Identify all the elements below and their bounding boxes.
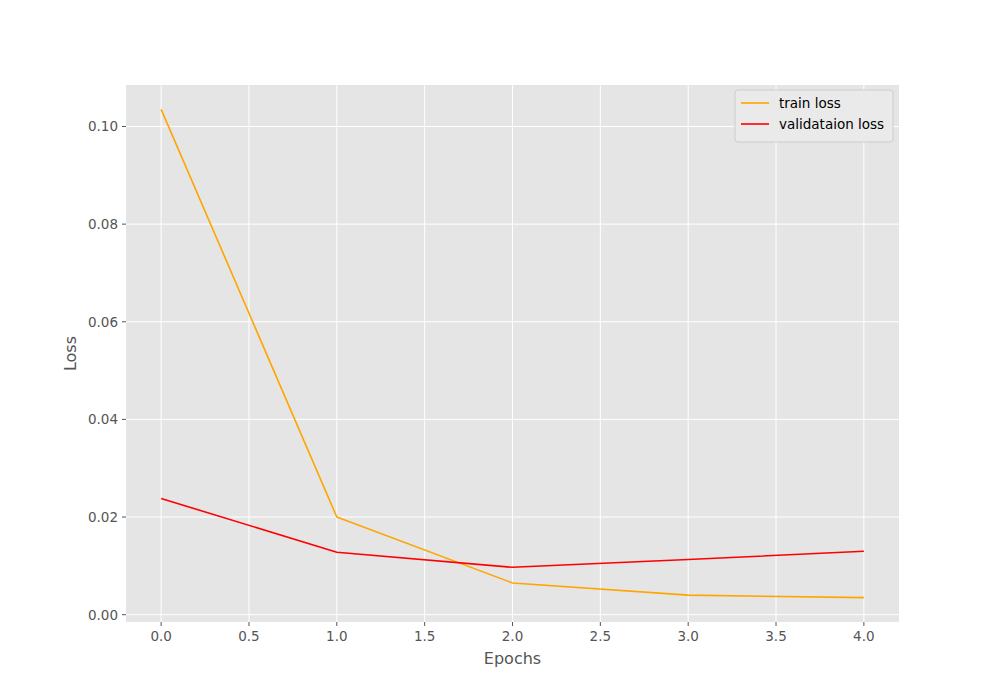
tick xyxy=(776,622,777,626)
tick xyxy=(122,614,126,615)
tick-label: 0.08 xyxy=(88,216,118,232)
tick-label: 0.04 xyxy=(88,411,118,427)
tick-label: 0.02 xyxy=(88,509,118,525)
tick xyxy=(512,622,513,626)
grid-line xyxy=(126,224,899,225)
tick xyxy=(336,622,337,626)
grid-line xyxy=(512,85,513,622)
grid-line xyxy=(248,85,249,622)
series-line xyxy=(161,498,864,567)
series-line xyxy=(161,109,864,597)
grid-line xyxy=(126,517,899,518)
grid-line xyxy=(336,85,337,622)
chart: 0.0 0.5 1.0 1.5 2.0 2.5 3.0 3.5 4.0 0.00 0.02 0.04 0… xyxy=(0,0,1000,700)
grid-line xyxy=(688,85,689,622)
legend-swatch xyxy=(741,123,769,125)
legend-label: train loss xyxy=(779,95,841,111)
tick xyxy=(863,622,864,626)
legend-label: validataion loss xyxy=(779,116,884,132)
x-axis-label: Epochs xyxy=(484,649,541,668)
tick-label: 0.06 xyxy=(88,314,118,330)
grid-line xyxy=(863,85,864,622)
grid-line xyxy=(424,85,425,622)
grid-line xyxy=(126,321,899,322)
tick-label: 2.0 xyxy=(502,628,523,644)
tick xyxy=(161,622,162,626)
tick-label: 3.0 xyxy=(677,628,698,644)
tick xyxy=(688,622,689,626)
tick xyxy=(248,622,249,626)
grid-line xyxy=(126,614,899,615)
tick xyxy=(122,224,126,225)
tick-label: 4.0 xyxy=(853,628,874,644)
tick xyxy=(122,517,126,518)
grid-line xyxy=(776,85,777,622)
plot-area xyxy=(161,109,864,597)
tick-label: 3.5 xyxy=(765,628,786,644)
y-axis-label: Loss xyxy=(61,336,80,371)
tick xyxy=(122,321,126,322)
tick-label: 1.0 xyxy=(326,628,347,644)
tick-label: 0.00 xyxy=(88,607,118,623)
tick xyxy=(600,622,601,626)
tick-label: 0.10 xyxy=(88,118,118,134)
legend-swatch xyxy=(741,102,769,104)
legend-box xyxy=(735,90,893,142)
tick-label: 0.5 xyxy=(238,628,259,644)
plot-background xyxy=(126,85,899,622)
tick-label: 1.5 xyxy=(414,628,435,644)
tick xyxy=(122,126,126,127)
grid-line xyxy=(126,419,899,420)
tick xyxy=(122,419,126,420)
grid-line xyxy=(600,85,601,622)
tick-label: 2.5 xyxy=(590,628,611,644)
grid-line xyxy=(161,85,162,622)
tick xyxy=(424,622,425,626)
tick-label: 0.0 xyxy=(150,628,171,644)
